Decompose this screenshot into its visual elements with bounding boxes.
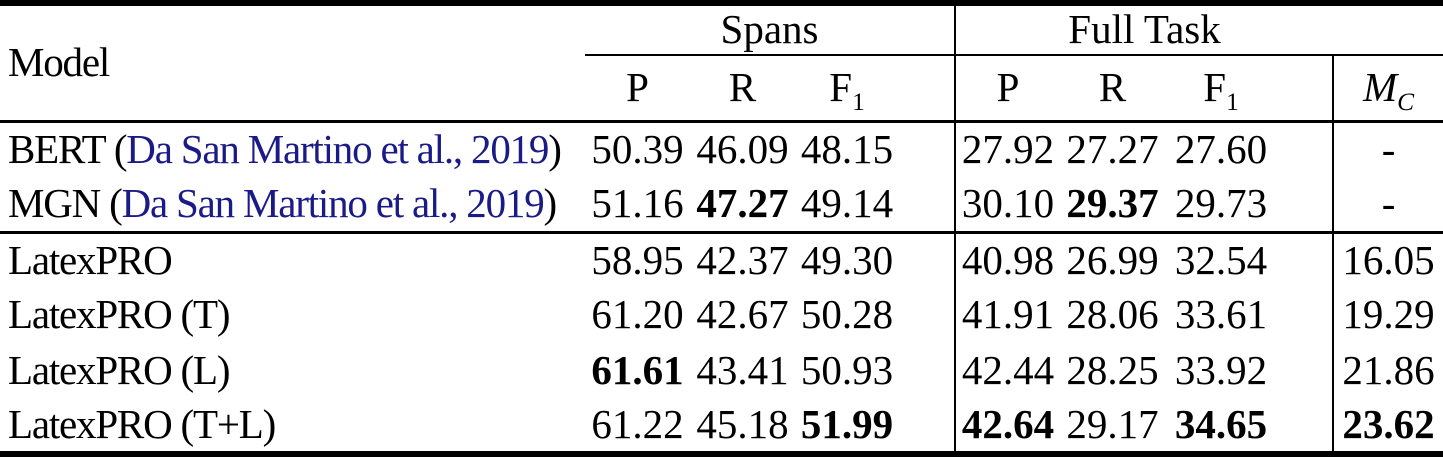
cell-full-p: 42.44 — [961, 346, 1055, 393]
cell-full-r: 27.27 — [1066, 125, 1159, 172]
header-group-spans: Spans — [585, 3, 957, 56]
header-group-full-task: Full Task — [955, 3, 1334, 56]
cell-full-r: 28.06 — [1066, 291, 1159, 338]
cell-spans-p: 50.39 — [591, 125, 684, 172]
model-name-cell: LatexPRO (L) — [0, 343, 585, 399]
table-row-bert: BERT (Da San Martino et al., 2019) 50.39… — [0, 121, 1443, 177]
cell-spans-r: 42.67 — [696, 291, 789, 338]
mc-label: M — [1362, 63, 1398, 110]
cell-full-f1: 32.54 — [1165, 232, 1335, 288]
cell-spans-p: 58.95 — [591, 236, 684, 283]
model-name-suffix: ) — [543, 179, 558, 226]
model-name: LatexPRO (T+L) — [8, 400, 276, 447]
header-metric-full-f1: F1 — [1165, 55, 1335, 123]
header-row-metrics: P R F1 P R F1 MC — [0, 55, 1443, 123]
mc-subscript: C — [1397, 87, 1415, 116]
model-name: LatexPRO (L) — [8, 346, 230, 393]
model-name: LatexPRO — [8, 236, 173, 283]
header-row-groups: Model Spans Full Task — [0, 3, 1443, 123]
f1-label: F — [829, 63, 853, 110]
cell-spans-f1: 48.15 — [795, 121, 957, 177]
cell-spans-r: 46.09 — [696, 125, 789, 172]
cell-full-f1: 33.92 — [1165, 343, 1335, 399]
cell-full-p: 27.92 — [961, 125, 1055, 172]
cell-spans-r: 42.37 — [696, 236, 789, 283]
cell-full-f1: 27.60 — [1165, 121, 1335, 177]
cell-spans-r: 47.27 — [690, 176, 795, 234]
cell-full-p: 42.64 — [961, 400, 1055, 447]
cell-spans-f1: 51.99 — [795, 398, 957, 454]
cell-full-f1: 34.65 — [1165, 398, 1335, 454]
cell-spans-r: 43.41 — [696, 346, 789, 393]
model-name: LatexPRO (T) — [8, 291, 230, 338]
table-row-latexpro-tl: LatexPRO (T+L) 61.22 45.18 51.99 42.64 2… — [0, 398, 1443, 455]
cell-spans-p: 51.16 — [585, 176, 690, 234]
model-name: MGN ( — [8, 179, 123, 226]
header-metric-spans-p: P — [585, 55, 690, 123]
cell-mc: 21.86 — [1342, 346, 1435, 393]
cell-spans-p: 61.20 — [591, 291, 684, 338]
cell-mc: - — [1381, 125, 1396, 172]
cell-spans-r: 45.18 — [696, 400, 789, 447]
model-name: BERT ( — [8, 125, 127, 172]
cell-mc: - — [1333, 176, 1443, 234]
f1-label: F — [1203, 63, 1227, 110]
header-mc-spacer — [1333, 3, 1443, 56]
cell-spans-f1: 49.14 — [795, 176, 957, 234]
cell-spans-p: 61.61 — [591, 346, 684, 393]
model-name-cell: BERT (Da San Martino et al., 2019) — [0, 121, 585, 177]
cell-spans-p: 61.22 — [591, 400, 684, 447]
cell-spans-f1: 50.93 — [795, 343, 957, 399]
cell-full-r: 29.17 — [1066, 400, 1159, 447]
cell-full-r: 26.99 — [1066, 236, 1159, 283]
f1-subscript: 1 — [1226, 87, 1239, 116]
cell-full-f1: 33.61 — [1165, 287, 1335, 343]
cell-mc: 23.62 — [1342, 400, 1435, 447]
model-name-cell: LatexPRO (T) — [0, 288, 585, 344]
citation-link[interactable]: Da San Martino et al., 2019 — [121, 179, 545, 226]
cell-full-p: 40.98 — [961, 236, 1055, 283]
header-metric-spans-f1: F1 — [795, 55, 957, 123]
header-metric-mc: MC — [1333, 55, 1443, 123]
model-name-cell: LatexPRO — [0, 232, 585, 288]
cell-full-p: 41.91 — [961, 291, 1055, 338]
header-model: Model — [0, 3, 585, 123]
citation-link[interactable]: Da San Martino et al., 2019 — [126, 125, 549, 172]
header-metric-spans-r: R — [690, 55, 795, 123]
cell-spans-f1: 50.28 — [795, 287, 957, 343]
model-name-cell: MGN (Da San Martino et al., 2019) — [0, 176, 585, 234]
cell-full-r: 28.25 — [1066, 346, 1159, 393]
cell-mc: 16.05 — [1342, 236, 1435, 283]
table-row-mgn: MGN (Da San Martino et al., 2019) 51.16 … — [0, 176, 1443, 234]
cell-full-r: 29.37 — [1060, 176, 1166, 234]
header-metric-full-r: R — [1060, 55, 1166, 123]
cell-spans-f1: 49.30 — [795, 232, 957, 288]
cell-full-p: 30.10 — [955, 176, 1061, 234]
f1-subscript: 1 — [852, 87, 865, 116]
cell-full-f1: 29.73 — [1165, 176, 1335, 234]
model-name-cell: LatexPRO (T+L) — [0, 399, 585, 455]
table-row-latexpro-t: LatexPRO (T) 61.20 42.67 50.28 41.91 28.… — [0, 287, 1443, 344]
header-metric-full-p: P — [955, 55, 1061, 123]
table-row-latexpro: LatexPRO 58.95 42.37 49.30 40.98 26.99 3… — [0, 232, 1443, 288]
model-name-suffix: ) — [548, 125, 562, 172]
cell-mc: 19.29 — [1342, 291, 1435, 338]
table-row-latexpro-l: LatexPRO (L) 61.61 43.41 50.93 42.44 28.… — [0, 343, 1443, 399]
